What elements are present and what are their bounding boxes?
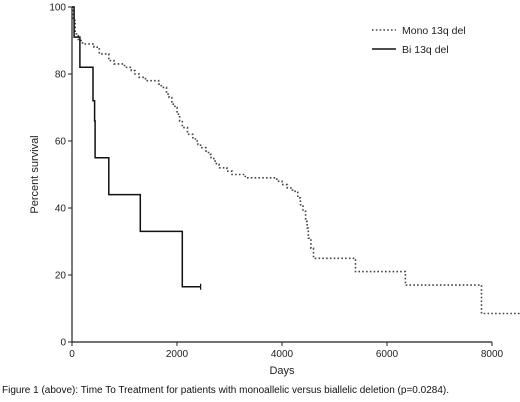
y-tick-label: 100: [49, 3, 66, 14]
x-tick-label: 6000: [376, 349, 399, 360]
x-tick-label: 8000: [481, 349, 504, 360]
axes: 0 20 40 60 80 100 0 2000 4000 6000 8000 Days Percent…: [29, 3, 504, 378]
x-tick-label: 0: [69, 349, 75, 360]
x-tick-label: 4000: [271, 349, 294, 360]
y-axis-title: Percent survival: [29, 135, 41, 213]
legend-label-bi: Bi 13q del: [402, 44, 449, 56]
series-layer: [72, 6, 520, 315]
series-line-bi: [72, 6, 201, 288]
y-tick-label: 80: [55, 70, 67, 81]
x-axis-title: Days: [269, 365, 295, 377]
y-tick-label: 40: [55, 204, 67, 215]
y-tick-label: 0: [60, 338, 66, 349]
legend: Mono 13q del Bi 13q del: [372, 25, 466, 56]
y-tick-label: 60: [55, 137, 67, 148]
y-tick-label: 20: [55, 271, 67, 282]
x-tick-label: 2000: [166, 349, 189, 360]
series-line-mono: [72, 6, 520, 315]
km-chart: 0 20 40 60 80 100 0 2000 4000 6000 8000 Days Percent…: [29, 3, 520, 378]
figure-caption: Figure 1 (above): Time To Treatment for …: [2, 385, 449, 396]
legend-label-mono: Mono 13q del: [402, 25, 466, 37]
